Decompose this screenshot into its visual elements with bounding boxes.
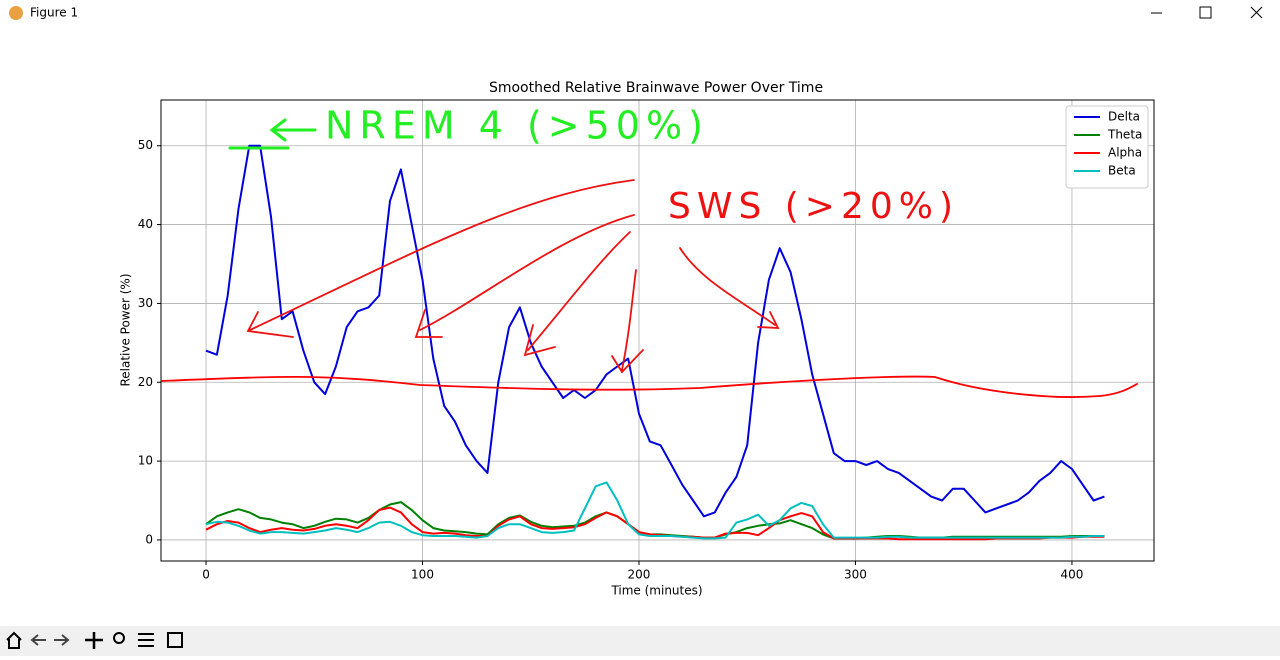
y-tick-label: 40 <box>138 217 153 231</box>
plot-area <box>157 100 1154 565</box>
y-tick-label: 10 <box>138 454 153 468</box>
handwritten-markup <box>161 118 1138 398</box>
red-arrow <box>523 231 631 357</box>
y-axis-label: Relative Power (%) <box>119 273 133 386</box>
legend-label: Theta <box>1107 128 1142 142</box>
pan-button[interactable] <box>85 632 103 649</box>
x-tick-label: 100 <box>411 568 434 582</box>
x-tick-label: 0 <box>202 568 210 582</box>
x-tick-label: 400 <box>1061 568 1084 582</box>
red-arrow <box>611 269 644 374</box>
legend-label: Beta <box>1108 164 1136 178</box>
series-line <box>205 501 1105 540</box>
threshold-line <box>161 375 1138 398</box>
green-arrow <box>269 118 317 142</box>
legend-label: Delta <box>1108 110 1140 124</box>
configure-button[interactable] <box>138 633 154 647</box>
series-line <box>205 481 1105 540</box>
red-arrow <box>414 214 635 338</box>
x-axis-label: Time (minutes) <box>610 584 702 598</box>
home-button[interactable] <box>6 631 22 649</box>
maximize-button[interactable] <box>1199 6 1212 19</box>
y-tick-label: 20 <box>138 375 153 389</box>
red-arrow <box>246 179 635 338</box>
legend: Delta Theta Alpha Beta <box>1065 105 1149 189</box>
title-bar <box>0 0 1280 28</box>
annotation: NREM 4 (>50%) <box>325 104 709 148</box>
zoom-button[interactable] <box>113 632 125 644</box>
toolbar <box>0 626 1280 656</box>
y-tick-label: 0 <box>145 532 153 546</box>
red-arrow <box>679 247 780 329</box>
y-tick-label: 30 <box>138 296 153 310</box>
close-button[interactable] <box>1250 6 1263 19</box>
back-button[interactable] <box>30 634 46 646</box>
forward-button[interactable] <box>54 634 70 646</box>
app-icon <box>9 6 23 20</box>
legend-label: Alpha <box>1108 146 1142 160</box>
chart-title: Smoothed Relative Brainwave Power Over T… <box>489 80 823 96</box>
series-line <box>205 506 1105 541</box>
y-tick-label: 50 <box>138 138 153 152</box>
annotation: SWS (>20%) <box>668 186 959 227</box>
series-line <box>205 144 1105 518</box>
save-button[interactable] <box>167 632 183 648</box>
x-tick-label: 200 <box>628 568 651 582</box>
legend-frame <box>1065 105 1149 189</box>
axes-frame <box>160 99 1155 562</box>
window-title: Figure 1 <box>30 6 78 20</box>
x-tick-label: 300 <box>844 568 867 582</box>
